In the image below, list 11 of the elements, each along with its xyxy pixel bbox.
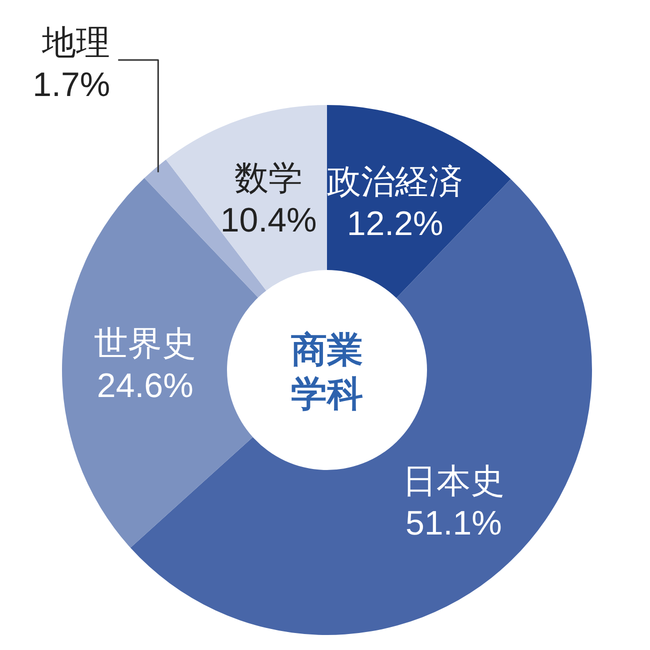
text: 商業学科 bbox=[291, 329, 363, 414]
data-label: 12.2% bbox=[346, 205, 444, 244]
slice-label: 日本史 bbox=[402, 462, 505, 501]
data-label: 51.1% bbox=[405, 504, 502, 543]
slice-label: 政治経済 bbox=[327, 163, 464, 202]
data-label: 24.6% bbox=[96, 367, 194, 406]
slice-label: 地理 bbox=[41, 24, 110, 62]
data-label: 1.7% bbox=[32, 66, 110, 104]
data-label: 10.4% bbox=[220, 202, 317, 240]
slice-label: 数学 bbox=[234, 160, 303, 198]
slice-label: 世界史 bbox=[94, 325, 196, 364]
